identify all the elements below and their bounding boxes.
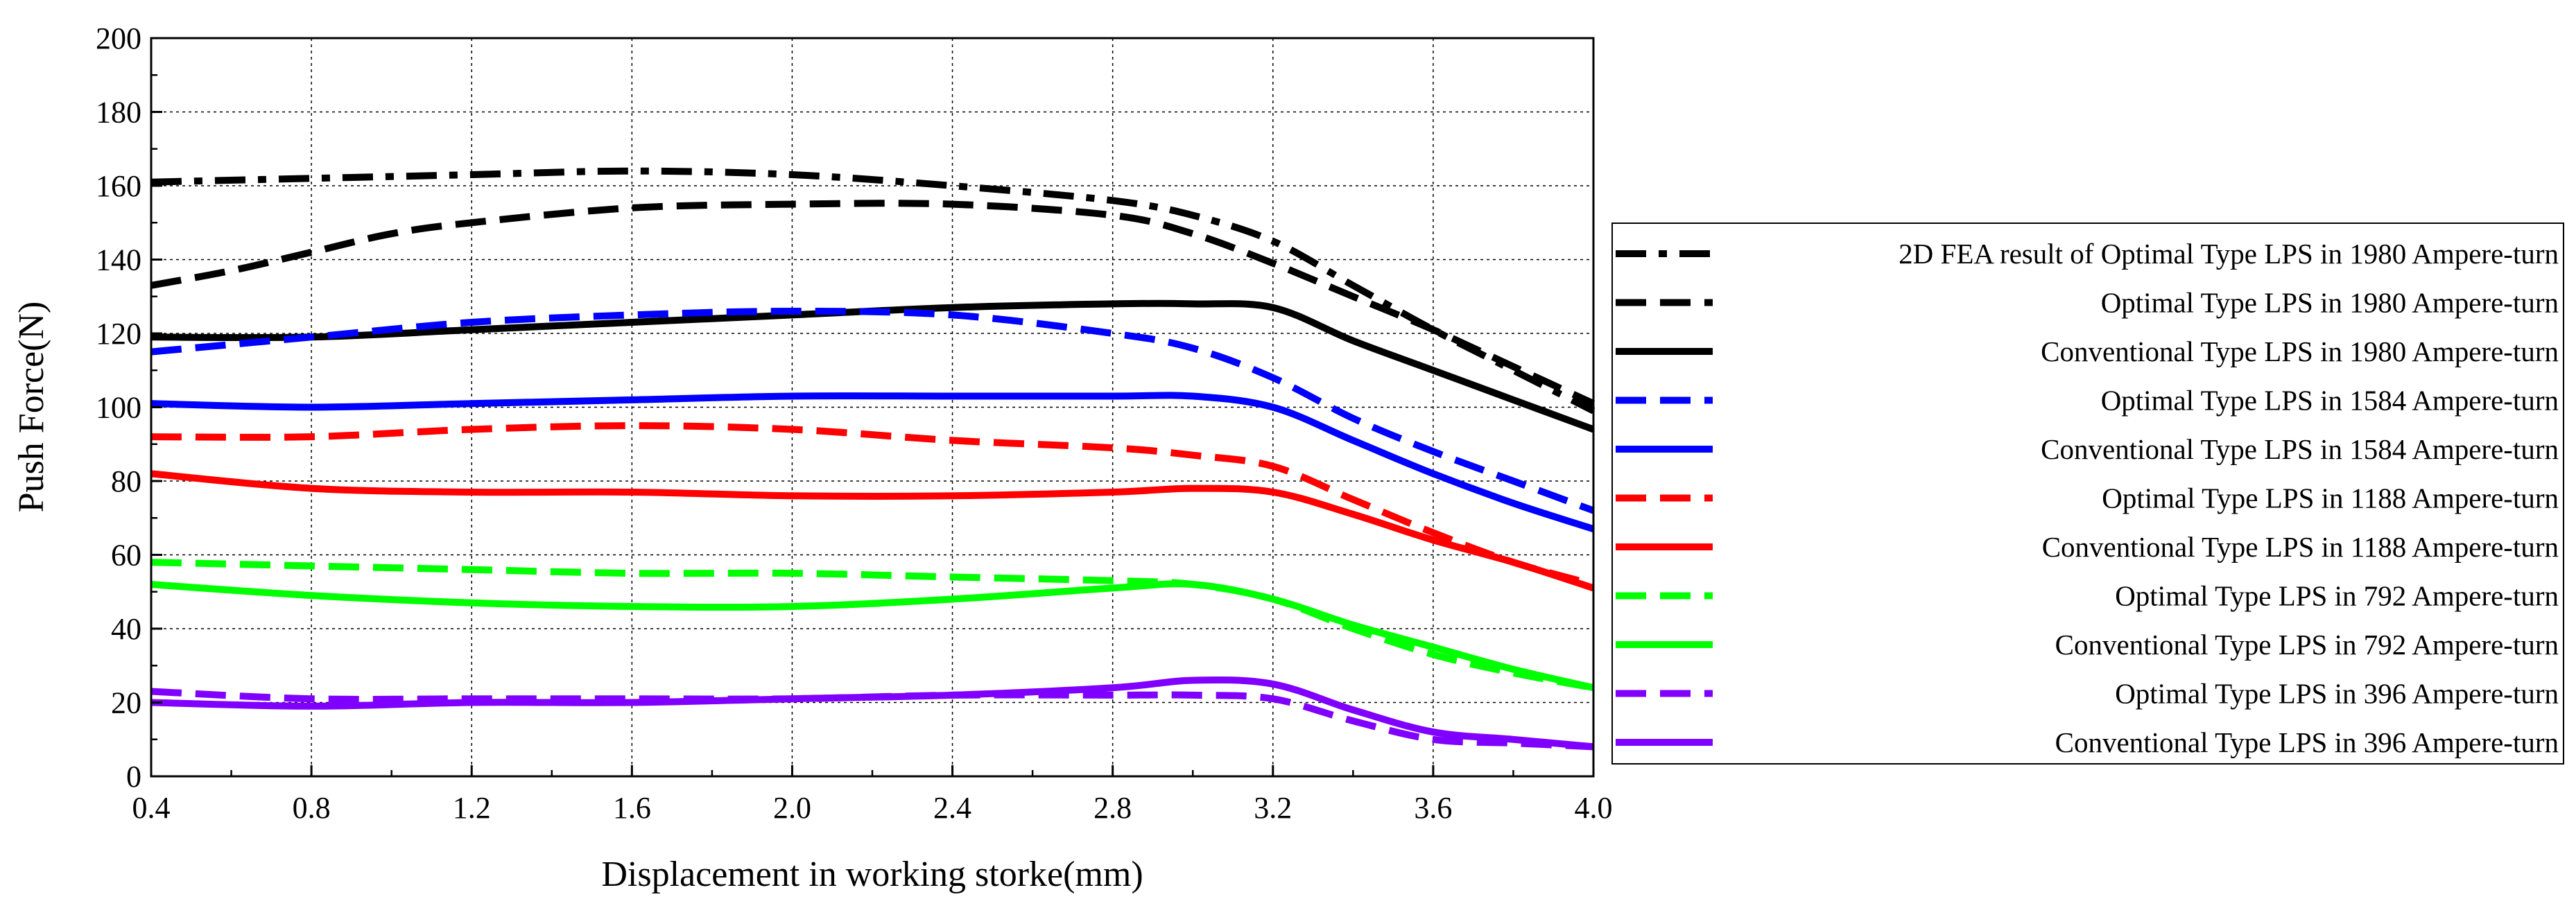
series-line-11: [150, 676, 1594, 751]
series-line-3: [150, 299, 1595, 433]
legend-label-2: Optimal Type LPS in 1980 Ampere-turn: [2101, 287, 2559, 319]
y-tick-label: 100: [96, 391, 141, 425]
legend-label-8: Optimal Type LPS in 792 Ampere-turn: [2115, 580, 2559, 612]
x-tick-label: 0.8: [293, 791, 331, 825]
x-tick-label: 1.6: [613, 791, 651, 825]
x-tick-label: 4.0: [1575, 791, 1613, 825]
y-axis-title: Push Force(N): [12, 302, 51, 513]
y-tick-label: 180: [96, 96, 141, 130]
x-tick-label: 1.2: [453, 791, 491, 825]
x-axis-title: Displacement in working storke(mm): [601, 855, 1143, 894]
series-line-4: [150, 308, 1595, 514]
x-tick-label: 2.8: [1093, 791, 1132, 825]
legend-box: [1611, 222, 2564, 765]
y-tick-label: 60: [111, 539, 141, 573]
y-tick-label: 0: [126, 760, 141, 794]
legend: 2D FEA result of Optimal Type LPS in 198…: [1611, 222, 2564, 765]
x-tick-label: 2.0: [773, 791, 811, 825]
legend-label-1: 2D FEA result of Optimal Type LPS in 198…: [1899, 238, 2559, 270]
y-tick-label: 120: [96, 317, 141, 351]
series-line-8: [150, 559, 1594, 692]
series-line-6: [150, 422, 1595, 588]
legend-label-4: Optimal Type LPS in 1584 Ampere-turn: [2101, 385, 2559, 417]
legend-label-6: Optimal Type LPS in 1188 Ampere-turn: [2102, 482, 2559, 514]
legend-label-7: Conventional Type LPS in 1188 Ampere-tur…: [2042, 531, 2559, 563]
legend-label-3: Conventional Type LPS in 1980 Ampere-tur…: [2041, 335, 2559, 367]
y-tick-label: 160: [96, 169, 141, 203]
x-tick-label: 3.6: [1414, 791, 1452, 825]
y-tick-label: 140: [96, 243, 141, 277]
series-lines: [150, 167, 1596, 751]
x-tick-label: 2.4: [933, 791, 971, 825]
legend-label-9: Conventional Type LPS in 792 Ampere-turn: [2055, 629, 2559, 661]
series-line-9: [150, 580, 1595, 692]
y-tick-label: 80: [111, 464, 141, 498]
x-tick-label: 0.4: [132, 791, 171, 825]
legend-label-5: Conventional Type LPS in 1584 Ampere-tur…: [2041, 433, 2559, 465]
x-tick-label: 3.2: [1254, 791, 1292, 825]
legend-label-11: Conventional Type LPS in 396 Ampere-turn: [2055, 726, 2559, 758]
legend-label-10: Optimal Type LPS in 396 Ampere-turn: [2115, 678, 2559, 710]
series-line-2: [150, 200, 1596, 407]
y-tick-label: 40: [111, 612, 141, 646]
y-tick-label: 200: [96, 21, 141, 55]
series-line-1: [150, 167, 1596, 414]
series-line-7: [150, 470, 1595, 592]
y-tick-label: 20: [111, 686, 141, 720]
axis-ticks: 0.4 0.8 1.2 1.6 2.0 2.4 2.8 3.2 3.6 4.0 0 20 40 60 80 1…: [96, 21, 1613, 825]
series-line-5: [150, 392, 1595, 532]
